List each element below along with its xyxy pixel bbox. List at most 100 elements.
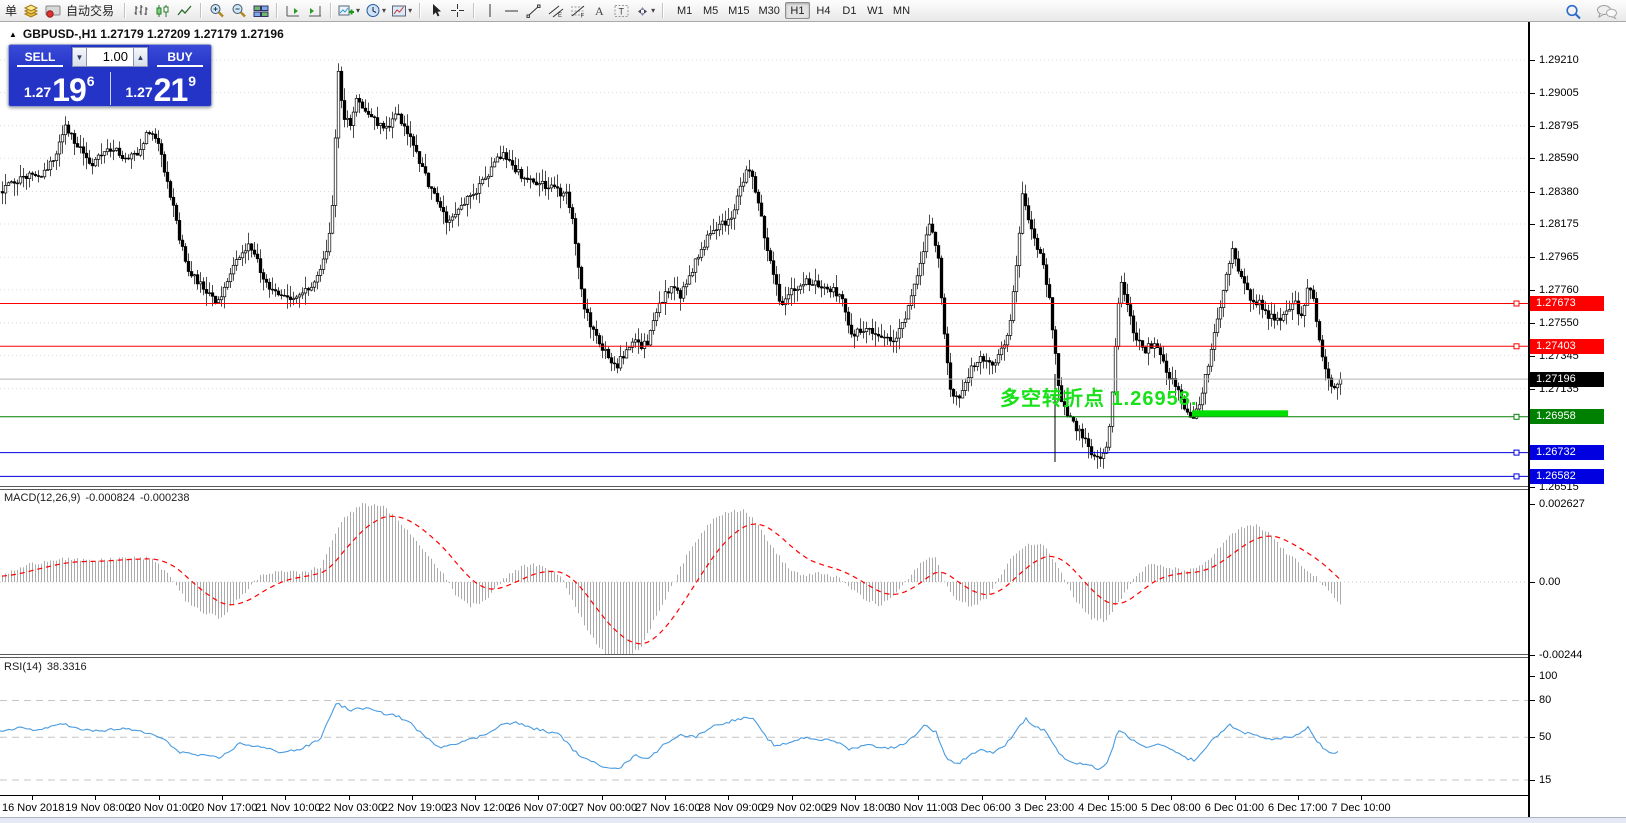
svg-text:T: T — [619, 6, 625, 16]
volume-stepper: ▼ 1.00 ▲ — [72, 47, 148, 67]
zoom-in-button[interactable] — [206, 1, 227, 20]
price-tick-label: 1.28175 — [1530, 217, 1579, 231]
search-button[interactable] — [1563, 2, 1584, 21]
timeframe-button-M30[interactable]: M30 — [758, 4, 780, 17]
pane-separator[interactable] — [0, 654, 1528, 658]
candlestick-chart-button[interactable] — [152, 1, 173, 20]
zoom-out-icon — [232, 4, 246, 18]
text-a-icon: A — [595, 4, 604, 18]
timeframe-button-H1[interactable]: H1 — [784, 2, 810, 19]
macd-value-main: -0.000824 — [85, 492, 135, 504]
time-axis-tick — [1234, 796, 1236, 800]
panel-expander-icon[interactable]: ▲ — [9, 29, 17, 39]
zoom-out-button[interactable] — [228, 1, 249, 20]
time-axis-label: 3 Dec 23:00 — [1014, 802, 1075, 814]
toolbar: 单 自动交易 — [0, 0, 1626, 22]
sell-price[interactable]: 1.27 19 6 — [9, 69, 110, 106]
time-axis-tick — [1298, 796, 1299, 800]
timeframe-button-W1[interactable]: W1 — [867, 4, 884, 17]
chevron-down-icon: ▼ — [75, 52, 84, 62]
time-axis-label: 27 Nov 16:00 — [635, 802, 701, 814]
trendline-tool-button[interactable] — [523, 1, 544, 20]
timeframe-button-M5[interactable]: M5 — [702, 4, 719, 17]
periods-button[interactable]: ▾ — [363, 1, 388, 20]
auto-scroll-icon — [286, 5, 299, 16]
chart-shift-icon — [308, 5, 321, 16]
price-line-label: 1.26958 — [1530, 409, 1604, 424]
dropdown-caret-icon[interactable]: ▾ — [356, 6, 361, 15]
rsi-tick-label: 15 — [1530, 773, 1551, 787]
chart-area[interactable]: 多空转折点 1.26958. ▲ GBPUSD-,H1 1.27179 1.27… — [0, 22, 1528, 817]
dropdown-caret-icon[interactable]: ▾ — [382, 6, 387, 15]
channel-tool-button[interactable]: E — [545, 1, 566, 20]
buy-price-sup: 9 — [188, 73, 197, 89]
timeframe-button-MN[interactable]: MN — [892, 4, 911, 17]
volume-increase-button[interactable]: ▲ — [133, 47, 148, 67]
toolbar-order-label[interactable]: 单 — [5, 4, 18, 18]
sell-price-sup: 6 — [86, 73, 95, 89]
time-axis-label: 5 Dec 08:00 — [1141, 802, 1201, 814]
horizontal-line-tool-button[interactable] — [501, 1, 522, 20]
volume-decrease-button[interactable]: ▼ — [72, 47, 87, 67]
rsi-tick-label: 100 — [1530, 669, 1557, 683]
rsi-tick-label: 50 — [1530, 730, 1551, 744]
candlestick-icon — [156, 4, 169, 17]
timeframe-button-M1[interactable]: M1 — [676, 4, 693, 17]
pane-separator[interactable] — [0, 486, 1528, 490]
rsi-name: RSI(14) — [4, 661, 42, 673]
sell-button[interactable]: SELL — [9, 45, 71, 69]
chat-button[interactable] — [1596, 2, 1618, 21]
templates-button[interactable]: ▾ — [389, 1, 414, 20]
time-axis-label: 22 Nov 03:00 — [318, 802, 384, 814]
crosshair-tool-button[interactable] — [447, 1, 468, 20]
line-chart-button[interactable] — [174, 1, 195, 20]
trendline-icon — [526, 4, 541, 18]
volume-input[interactable]: 1.00 — [87, 47, 133, 67]
dropdown-caret-icon[interactable]: ▾ — [408, 6, 413, 15]
indicators-button[interactable]: ▾ — [336, 1, 362, 20]
timeframe-button-H4[interactable]: H4 — [816, 4, 831, 17]
text-tool-button[interactable]: A — [589, 1, 610, 20]
time-axis-label: 3 Dec 06:00 — [951, 802, 1011, 814]
candlestick-chart[interactable]: 多空转折点 1.26958. — [0, 22, 1528, 490]
time-axis-label: 22 Nov 19:00 — [381, 802, 448, 814]
line-chart-icon — [177, 5, 192, 15]
sell-price-prefix: 1.27 — [23, 84, 52, 100]
text-label-tool-button[interactable]: T — [611, 1, 632, 20]
equidistant-channel-icon: E — [548, 5, 563, 18]
price-axis[interactable]: 1.29210 1.29005 1.28795 1.28590 1.28380 1.281… — [1528, 22, 1626, 817]
rsi-pane[interactable] — [0, 658, 1528, 795]
price-line-label: 1.26732 — [1530, 445, 1604, 460]
new-order-button[interactable] — [20, 1, 41, 20]
autotrading-button[interactable]: 自动交易 — [42, 1, 119, 20]
price-tick-label: 1.29005 — [1530, 86, 1579, 100]
time-axis-label: 27 Nov 00:00 — [571, 802, 638, 814]
vertical-line-tool-button[interactable] — [479, 1, 500, 20]
timeframe-button-D1[interactable]: D1 — [842, 4, 857, 17]
horizontal-line-icon — [505, 10, 519, 11]
macd-pane[interactable] — [0, 490, 1528, 654]
timeframe-toolbar: M1 M5 M15 M30 H1 H4 D1 W1 MN — [672, 2, 914, 19]
arrows-tool-button[interactable]: ▾ — [633, 1, 657, 20]
cursor-tool-button[interactable] — [425, 1, 446, 20]
time-axis-label: 29 Nov 18:00 — [824, 802, 891, 814]
macd-label: MACD(12,26,9) -0.000824 -0.000238 — [4, 492, 190, 504]
auto-scroll-button[interactable] — [282, 1, 303, 20]
dropdown-caret-icon[interactable]: ▾ — [651, 6, 656, 15]
time-axis-tick — [1171, 796, 1173, 800]
time-axis-tick — [285, 796, 287, 800]
fibonacci-tool-button[interactable]: F — [567, 1, 588, 20]
timeframe-button-M15[interactable]: M15 — [728, 4, 750, 17]
time-axis[interactable]: 16 Nov 2018 19 Nov 08:00 20 Nov 01:00 20 No… — [0, 795, 1528, 817]
buy-button[interactable]: BUY — [149, 45, 211, 69]
chart-shift-button[interactable] — [304, 1, 325, 20]
time-axis-tick — [791, 796, 793, 800]
time-axis-tick — [158, 796, 160, 800]
macd-tick-label: 0.00 — [1530, 575, 1560, 589]
macd-value-signal: -0.000238 — [139, 492, 190, 504]
buy-price[interactable]: 1.27 21 9 — [111, 69, 212, 106]
time-axis-tick — [918, 796, 920, 800]
bar-chart-button[interactable] — [130, 1, 151, 20]
time-axis-tick — [854, 796, 856, 800]
tile-windows-button[interactable] — [250, 1, 271, 20]
